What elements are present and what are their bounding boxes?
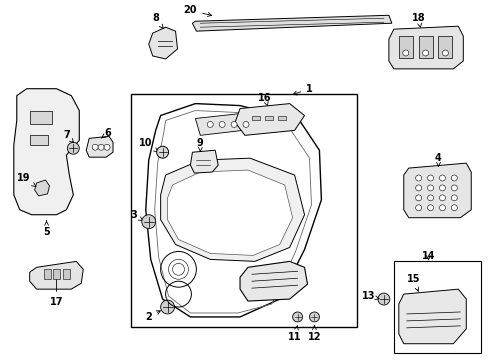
Polygon shape [398, 289, 466, 344]
Circle shape [450, 195, 456, 201]
Circle shape [142, 215, 155, 229]
Circle shape [450, 185, 456, 191]
Polygon shape [148, 27, 177, 59]
Polygon shape [161, 158, 304, 261]
Circle shape [292, 312, 302, 322]
Circle shape [92, 144, 98, 150]
Bar [251, 116, 259, 121]
Circle shape [427, 195, 433, 201]
Bar [30, 111, 51, 125]
Polygon shape [167, 170, 292, 255]
Polygon shape [14, 89, 79, 215]
Polygon shape [403, 163, 470, 218]
Polygon shape [190, 150, 218, 173]
Bar [398, 36, 412, 58]
Circle shape [309, 312, 319, 322]
Text: 1: 1 [292, 84, 312, 95]
Text: 7: 7 [63, 130, 74, 143]
Bar [393, 261, 480, 353]
Circle shape [450, 175, 456, 181]
Text: 16: 16 [258, 93, 271, 106]
Text: 20: 20 [183, 5, 211, 17]
Circle shape [439, 205, 445, 211]
Bar [131, 94, 356, 327]
Bar [43, 269, 50, 279]
Circle shape [439, 195, 445, 201]
Circle shape [67, 142, 79, 154]
Text: 4: 4 [434, 153, 441, 166]
Text: 6: 6 [102, 129, 111, 138]
Bar [63, 269, 70, 279]
Text: 17: 17 [50, 271, 63, 307]
Text: 11: 11 [287, 326, 301, 342]
Circle shape [422, 50, 427, 56]
Polygon shape [86, 136, 113, 157]
Polygon shape [192, 15, 391, 31]
Text: 5: 5 [43, 221, 50, 237]
Text: 18: 18 [411, 13, 425, 27]
Circle shape [402, 50, 408, 56]
Circle shape [207, 121, 213, 127]
Bar [264, 116, 272, 121]
Text: 9: 9 [197, 138, 203, 152]
Circle shape [427, 175, 433, 181]
Polygon shape [388, 26, 462, 69]
Text: 15: 15 [406, 274, 420, 291]
Text: 13: 13 [362, 291, 378, 301]
Circle shape [415, 185, 421, 191]
Polygon shape [145, 104, 321, 317]
Circle shape [219, 121, 224, 127]
Polygon shape [240, 261, 307, 301]
Text: 14: 14 [421, 251, 434, 261]
Circle shape [442, 50, 447, 56]
Text: 3: 3 [130, 210, 142, 221]
Circle shape [231, 121, 237, 127]
Bar [438, 36, 451, 58]
Circle shape [104, 144, 110, 150]
Text: 19: 19 [17, 173, 36, 186]
Polygon shape [35, 180, 49, 196]
Circle shape [243, 121, 248, 127]
Circle shape [156, 146, 168, 158]
Circle shape [415, 195, 421, 201]
Circle shape [439, 185, 445, 191]
Bar [277, 116, 285, 121]
Circle shape [98, 144, 104, 150]
Circle shape [450, 205, 456, 211]
Polygon shape [235, 104, 304, 135]
Circle shape [415, 175, 421, 181]
Circle shape [161, 300, 174, 314]
Polygon shape [195, 113, 259, 135]
Text: 10: 10 [139, 138, 158, 152]
Circle shape [377, 293, 389, 305]
Circle shape [427, 205, 433, 211]
Bar [30, 135, 47, 145]
Text: 12: 12 [307, 326, 321, 342]
Bar [53, 269, 61, 279]
Polygon shape [30, 261, 83, 289]
Text: 2: 2 [145, 311, 160, 322]
Circle shape [415, 205, 421, 211]
Circle shape [439, 175, 445, 181]
Text: 8: 8 [152, 13, 163, 28]
Bar [418, 36, 432, 58]
Circle shape [427, 185, 433, 191]
